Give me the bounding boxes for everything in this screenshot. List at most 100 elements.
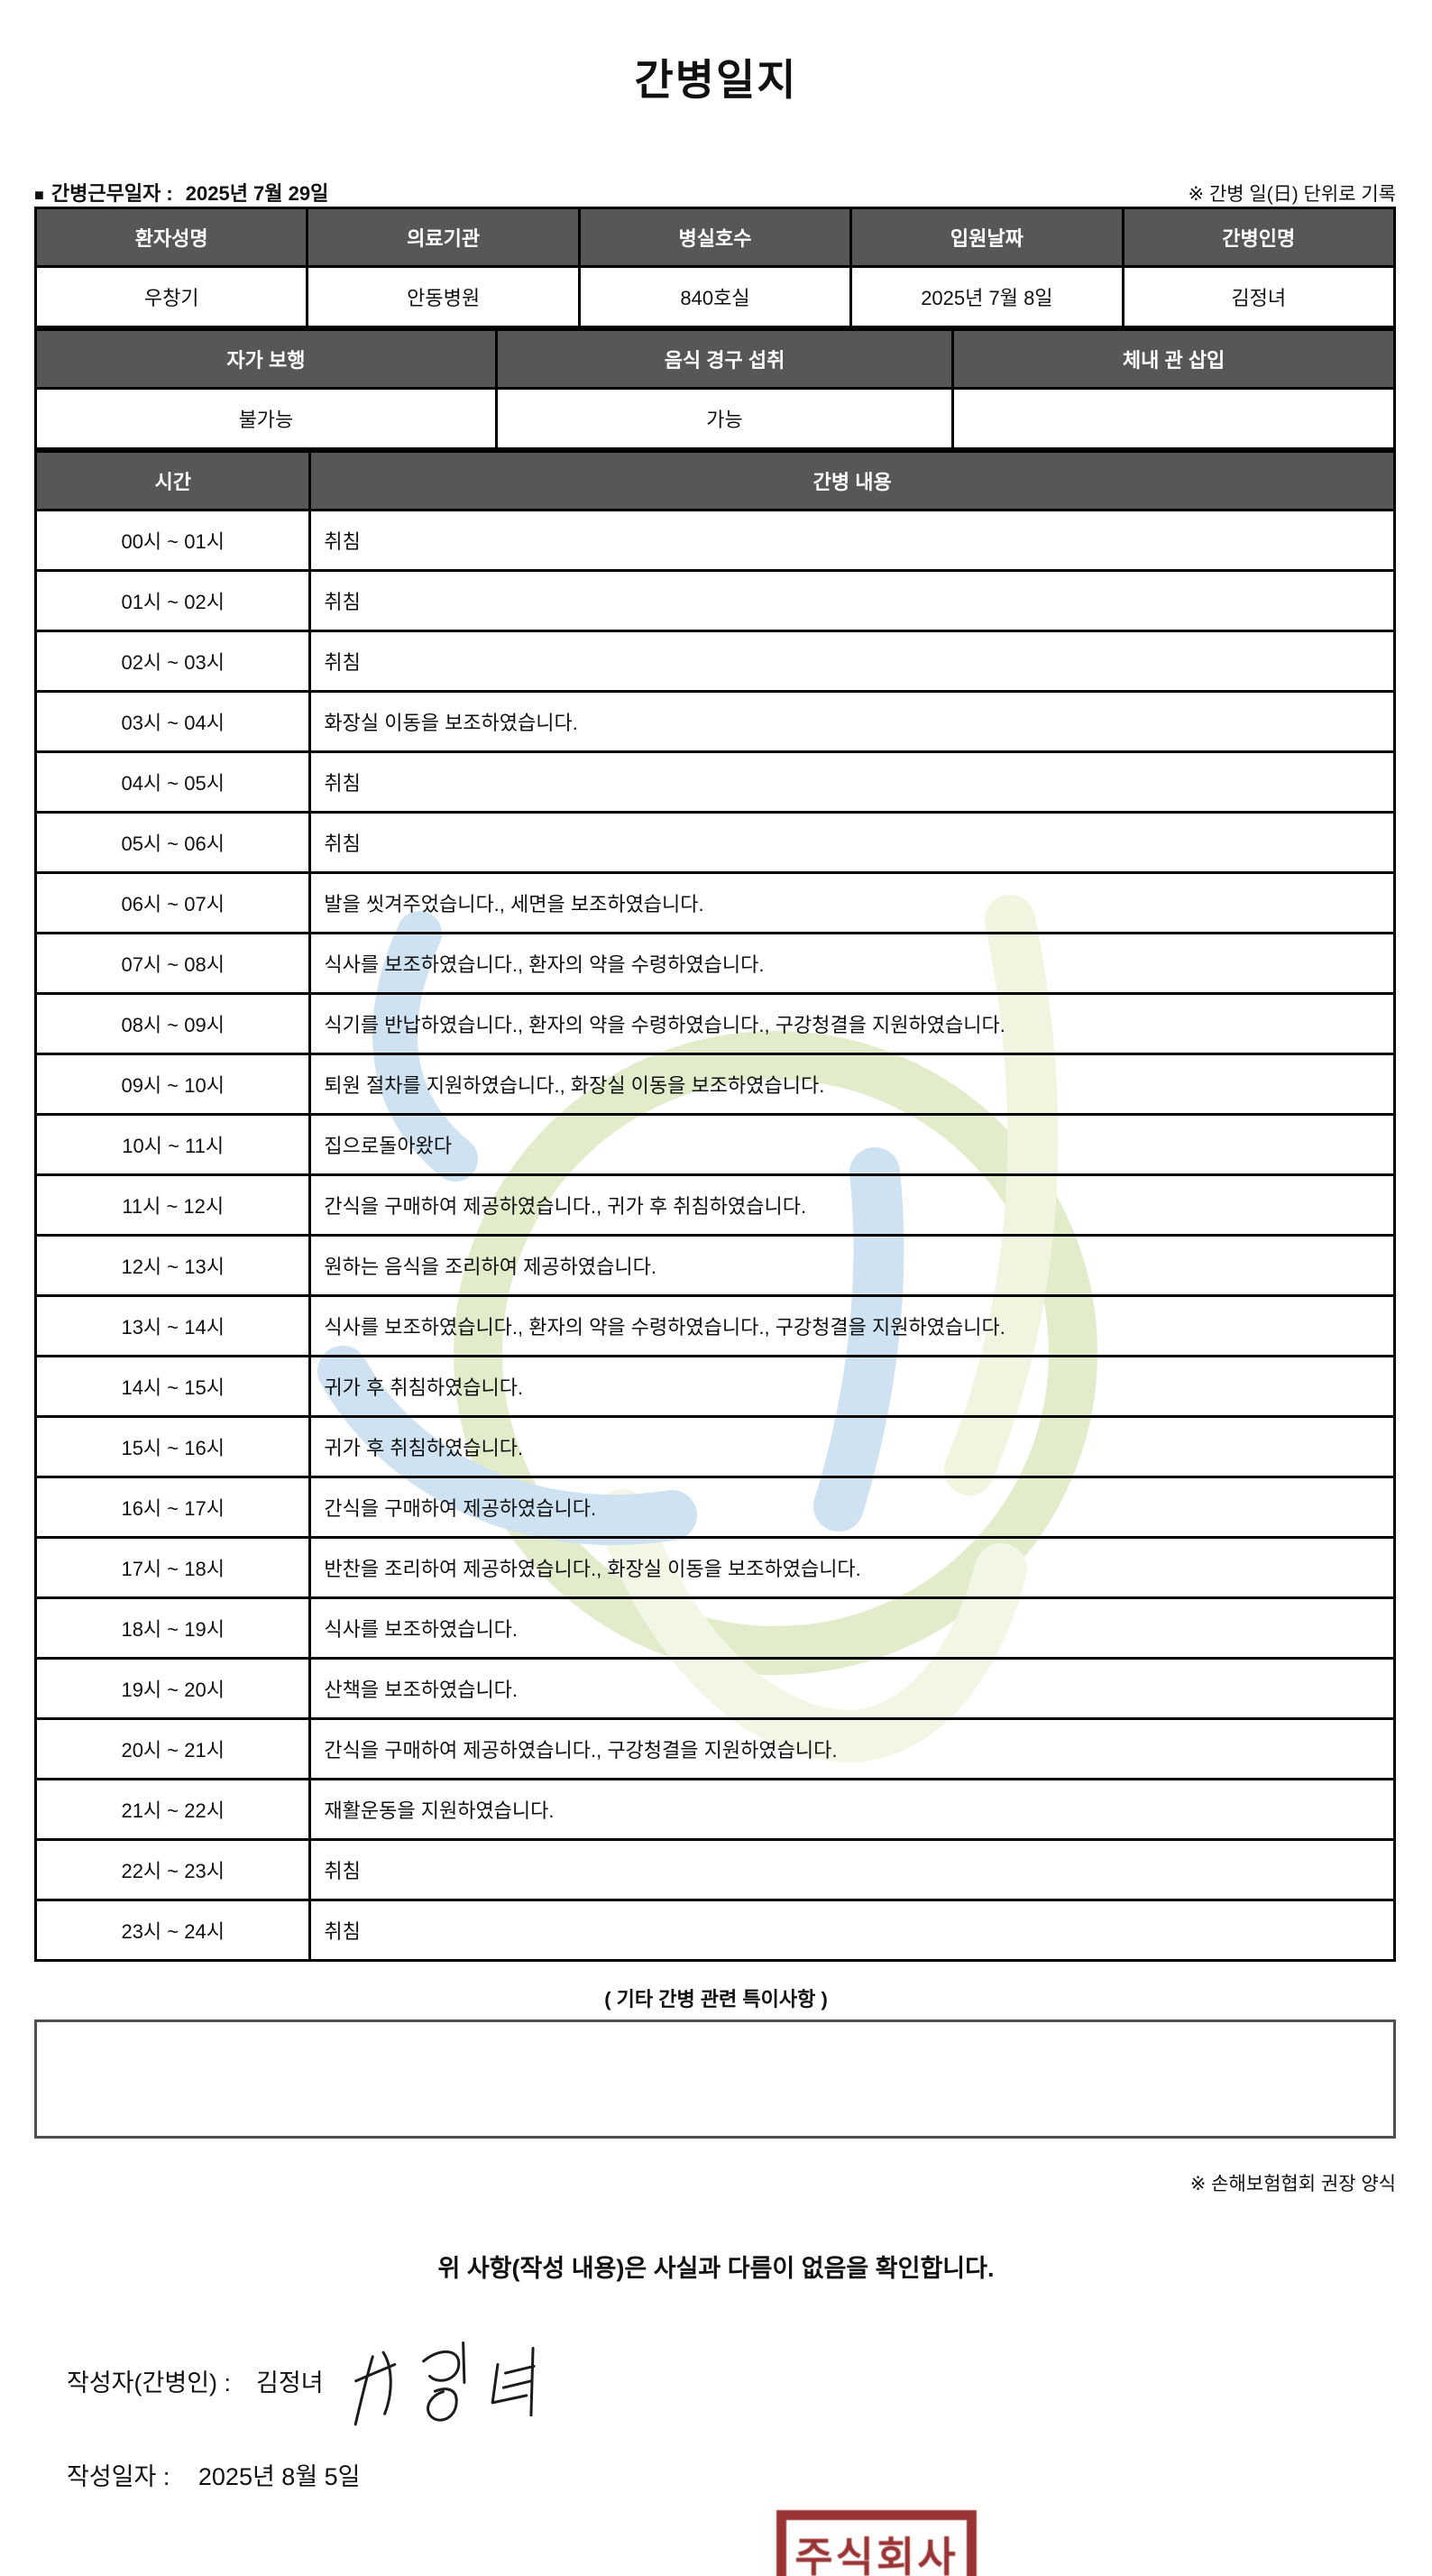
table-row: 18시 ~ 19시 식사를 보조하였습니다. [33, 1596, 1396, 1660]
care-content-cell: 간식을 구매하여 제공하였습니다. [308, 1476, 1396, 1539]
table-row: 01시 ~ 02시 취침 [33, 569, 1396, 632]
care-content-cell: 식사를 보조하였습니다. [308, 1596, 1396, 1660]
care-content-cell: 산책을 보조하였습니다. [308, 1657, 1396, 1720]
care-content-cell: 취침 [308, 630, 1396, 693]
care-content-cell: 취침 [308, 750, 1396, 814]
table-row: 17시 ~ 18시 반찬을 조리하여 제공하였습니다., 화장실 이동을 보조하였… [33, 1536, 1396, 1599]
internal-tube-cell [951, 387, 1396, 450]
time-cell: 18시 ~ 19시 [33, 1596, 312, 1660]
square-bullet-icon: ■ [34, 186, 44, 204]
patient-status-table: 자가 보행 음식 경구 섭취 체내 관 삽입 불가능 가능 [34, 328, 1396, 450]
care-content-cell: 화장실 이동을 보조하였습니다. [308, 690, 1396, 753]
patient-name-cell: 우창기 [33, 265, 309, 328]
handwritten-signature [353, 2341, 536, 2426]
table-row: 07시 ~ 08시 식사를 보조하였습니다., 환자의 약을 수령하였습니다. [33, 932, 1396, 995]
time-cell: 22시 ~ 23시 [33, 1838, 312, 1901]
patient-info-table: 환자성명 의료기관 병실호수 입원날짜 간병인명 우창기 안동병원 840호실 … [33, 207, 1397, 328]
care-schedule-table: 시간 간병 내용 00시 ~ 01시 취침 01시 ~ 02시 취침 02시 ~ 03시… [33, 450, 1396, 1962]
time-cell: 23시 ~ 24시 [33, 1899, 312, 1962]
writer-name: 김정녀 [256, 2369, 324, 2397]
time-cell: 09시 ~ 10시 [33, 1053, 312, 1116]
care-content-cell: 식사를 보조하였습니다., 환자의 약을 수령하였습니다., 구강청결을 지원하… [308, 1294, 1396, 1357]
care-content-cell: 귀가 후 취침하였습니다. [308, 1355, 1396, 1418]
table-row: 22시 ~ 23시 취침 [33, 1838, 1396, 1901]
care-content-cell: 취침 [308, 1899, 1396, 1962]
care-content-cell: 간식을 구매하여 제공하였습니다., 구강청결을 지원하였습니다. [308, 1717, 1396, 1780]
table-row: 11시 ~ 12시 간식을 구매하여 제공하였습니다., 귀가 후 취침하였습니다… [33, 1173, 1396, 1237]
status-value-row: 불가능 가능 [34, 387, 1396, 450]
seal-line: 주식회사 [794, 2534, 959, 2576]
self-walking-cell: 불가능 [34, 387, 498, 450]
care-content-cell: 식사를 보조하였습니다., 환자의 약을 수령하였습니다. [308, 932, 1396, 995]
table-row: 08시 ~ 09시 식기를 반납하였습니다., 환자의 약을 수령하였습니다., … [33, 992, 1396, 1055]
table-row: 12시 ~ 13시 원하는 음식을 조리하여 제공하였습니다. [33, 1234, 1396, 1297]
care-content-cell: 간식을 구매하여 제공하였습니다., 귀가 후 취침하였습니다. [308, 1173, 1396, 1237]
writer-label: 작성자(간병인) : [67, 2369, 232, 2397]
time-cell: 15시 ~ 16시 [33, 1415, 312, 1478]
care-content-cell: 취침 [308, 509, 1396, 572]
special-notes-box [34, 2019, 1396, 2139]
patient-value-row: 우창기 안동병원 840호실 2025년 7월 8일 김정녀 [33, 265, 1397, 328]
table-row: 10시 ~ 11시 집으로돌아왔다 [33, 1113, 1396, 1176]
time-cell: 14시 ~ 15시 [33, 1355, 312, 1418]
time-cell: 00시 ~ 01시 [33, 509, 312, 572]
info-line: ■ 간병근무일자 : 2025년 7월 29일 ※ 간병 일(日) 단위로 기록 [34, 178, 1396, 207]
duty-date-line: ■ 간병근무일자 : 2025년 7월 29일 [34, 178, 328, 207]
table-row: 20시 ~ 21시 간식을 구매하여 제공하였습니다., 구강청결을 지원하였습니… [33, 1717, 1396, 1780]
time-cell: 03시 ~ 04시 [33, 690, 312, 753]
col-header-self-walking: 자가 보행 [34, 328, 498, 390]
col-header-room-number: 병실호수 [577, 207, 853, 268]
duty-date-value: 2025년 7월 29일 [185, 182, 329, 205]
medical-institution-cell: 안동병원 [306, 265, 581, 328]
status-header-row: 자가 보행 음식 경구 섭취 체내 관 삽입 [34, 328, 1396, 390]
written-date-value: 2025년 8월 5일 [197, 2463, 361, 2490]
time-cell: 10시 ~ 11시 [33, 1113, 312, 1176]
col-header-medical-institution: 의료기관 [306, 207, 581, 268]
patient-header-row: 환자성명 의료기관 병실호수 입원날짜 간병인명 [33, 207, 1397, 268]
time-cell: 08시 ~ 09시 [33, 992, 312, 1055]
caregiver-name-cell: 김정녀 [1121, 265, 1397, 328]
special-notes-title: ( 기타 간병 관련 특이사항 ) [604, 1988, 828, 2010]
time-cell: 13시 ~ 14시 [33, 1294, 312, 1357]
care-content-cell: 취침 [308, 569, 1396, 632]
written-date-label: 작성일자 : [67, 2463, 170, 2490]
table-row: 19시 ~ 20시 산책을 보조하였습니다. [33, 1657, 1396, 1720]
table-row: 21시 ~ 22시 재활운동을 지원하였습니다. [33, 1778, 1396, 1841]
time-cell: 19시 ~ 20시 [33, 1657, 312, 1720]
time-cell: 06시 ~ 07시 [33, 871, 312, 934]
time-cell: 20시 ~ 21시 [33, 1717, 312, 1780]
table-row: 15시 ~ 16시 귀가 후 취침하였습니다. [33, 1415, 1396, 1478]
care-content-cell: 원하는 음식을 조리하여 제공하였습니다. [308, 1234, 1396, 1297]
time-cell: 01시 ~ 02시 [33, 569, 312, 632]
table-row: 00시 ~ 01시 취침 [33, 509, 1396, 572]
table-row: 16시 ~ 17시 간식을 구매하여 제공하였습니다. [33, 1476, 1396, 1539]
schedule-body: 00시 ~ 01시 취침 01시 ~ 02시 취침 02시 ~ 03시 취침 03시 ~ 0… [33, 509, 1396, 1962]
col-header-internal-tube: 체내 관 삽입 [951, 328, 1396, 390]
col-header-care-content: 간병 내용 [308, 450, 1396, 511]
table-row: 09시 ~ 10시 퇴원 절차를 지원하였습니다., 화장실 이동을 보조하였습니… [33, 1053, 1396, 1116]
table-row: 13시 ~ 14시 식사를 보조하였습니다., 환자의 약을 수령하였습니다., … [33, 1294, 1396, 1357]
time-cell: 12시 ~ 13시 [33, 1234, 312, 1297]
col-header-admission-date: 입원날짜 [849, 207, 1124, 268]
confirmation-statement: 위 사항(작성 내용)은 사실과 다름이 없음을 확인합니다. [437, 2255, 995, 2282]
col-header-caregiver-name: 간병인명 [1121, 207, 1397, 268]
corporate-seal-stamp: 주식회사 도원대표 이사의인 [776, 2510, 977, 2576]
admission-date-cell: 2025년 7월 8일 [849, 265, 1124, 328]
time-cell: 11시 ~ 12시 [33, 1173, 312, 1237]
care-content-cell: 취침 [308, 1838, 1396, 1901]
time-cell: 04시 ~ 05시 [33, 750, 312, 814]
time-cell: 05시 ~ 06시 [33, 811, 312, 874]
col-header-oral-intake: 음식 경구 섭취 [494, 328, 955, 390]
care-content-cell: 귀가 후 취침하였습니다. [308, 1415, 1396, 1478]
table-row: 14시 ~ 15시 귀가 후 취침하였습니다. [33, 1355, 1396, 1418]
table-row: 06시 ~ 07시 발을 씻겨주었습니다., 세면을 보조하였습니다. [33, 871, 1396, 934]
recommended-form-note: ※ 손해보험협회 권장 양식 [1189, 2174, 1396, 2194]
table-row: 03시 ~ 04시 화장실 이동을 보조하였습니다. [33, 690, 1396, 753]
table-row: 02시 ~ 03시 취침 [33, 630, 1396, 693]
page-title: 간병일지 [634, 56, 798, 104]
company-seal-block: 주식회사 도원 대표이사 주식회사 도원대표 이사의인 [0, 2498, 1432, 2576]
table-row: 05시 ~ 06시 취침 [33, 811, 1396, 874]
col-header-patient-name: 환자성명 [33, 207, 309, 268]
schedule-header-row: 시간 간병 내용 [33, 450, 1396, 511]
